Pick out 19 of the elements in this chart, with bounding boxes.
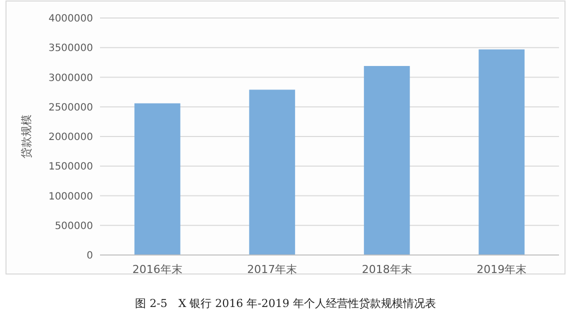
bar [478,49,525,255]
x-tick-label: 2017年末 [247,263,298,276]
bar [364,66,410,255]
y-tick-label: 4000000 [48,14,93,24]
y-tick-label: 500000 [54,220,93,232]
y-tick-label: 1500000 [48,162,93,173]
y-tick-label: 3500000 [48,43,93,54]
y-tick-label: 2000000 [48,132,93,143]
y-axis-title: 贷款规模 [20,114,33,158]
y-tick-label: 1000000 [48,191,93,202]
bar [249,90,296,255]
y-tick-label: 0 [86,250,93,262]
x-tick-label: 2016年末 [132,263,182,276]
x-tick-label: 2018年末 [362,263,412,276]
x-tick-label: 2019年末 [476,263,527,276]
y-tick-label: 2500000 [48,102,93,114]
text: 图 2-5 X 银行 2016 年-2019 年个人经营性贷款规模情况表 [135,297,436,310]
bar [134,103,180,255]
y-tick-label: 3000000 [48,72,93,84]
